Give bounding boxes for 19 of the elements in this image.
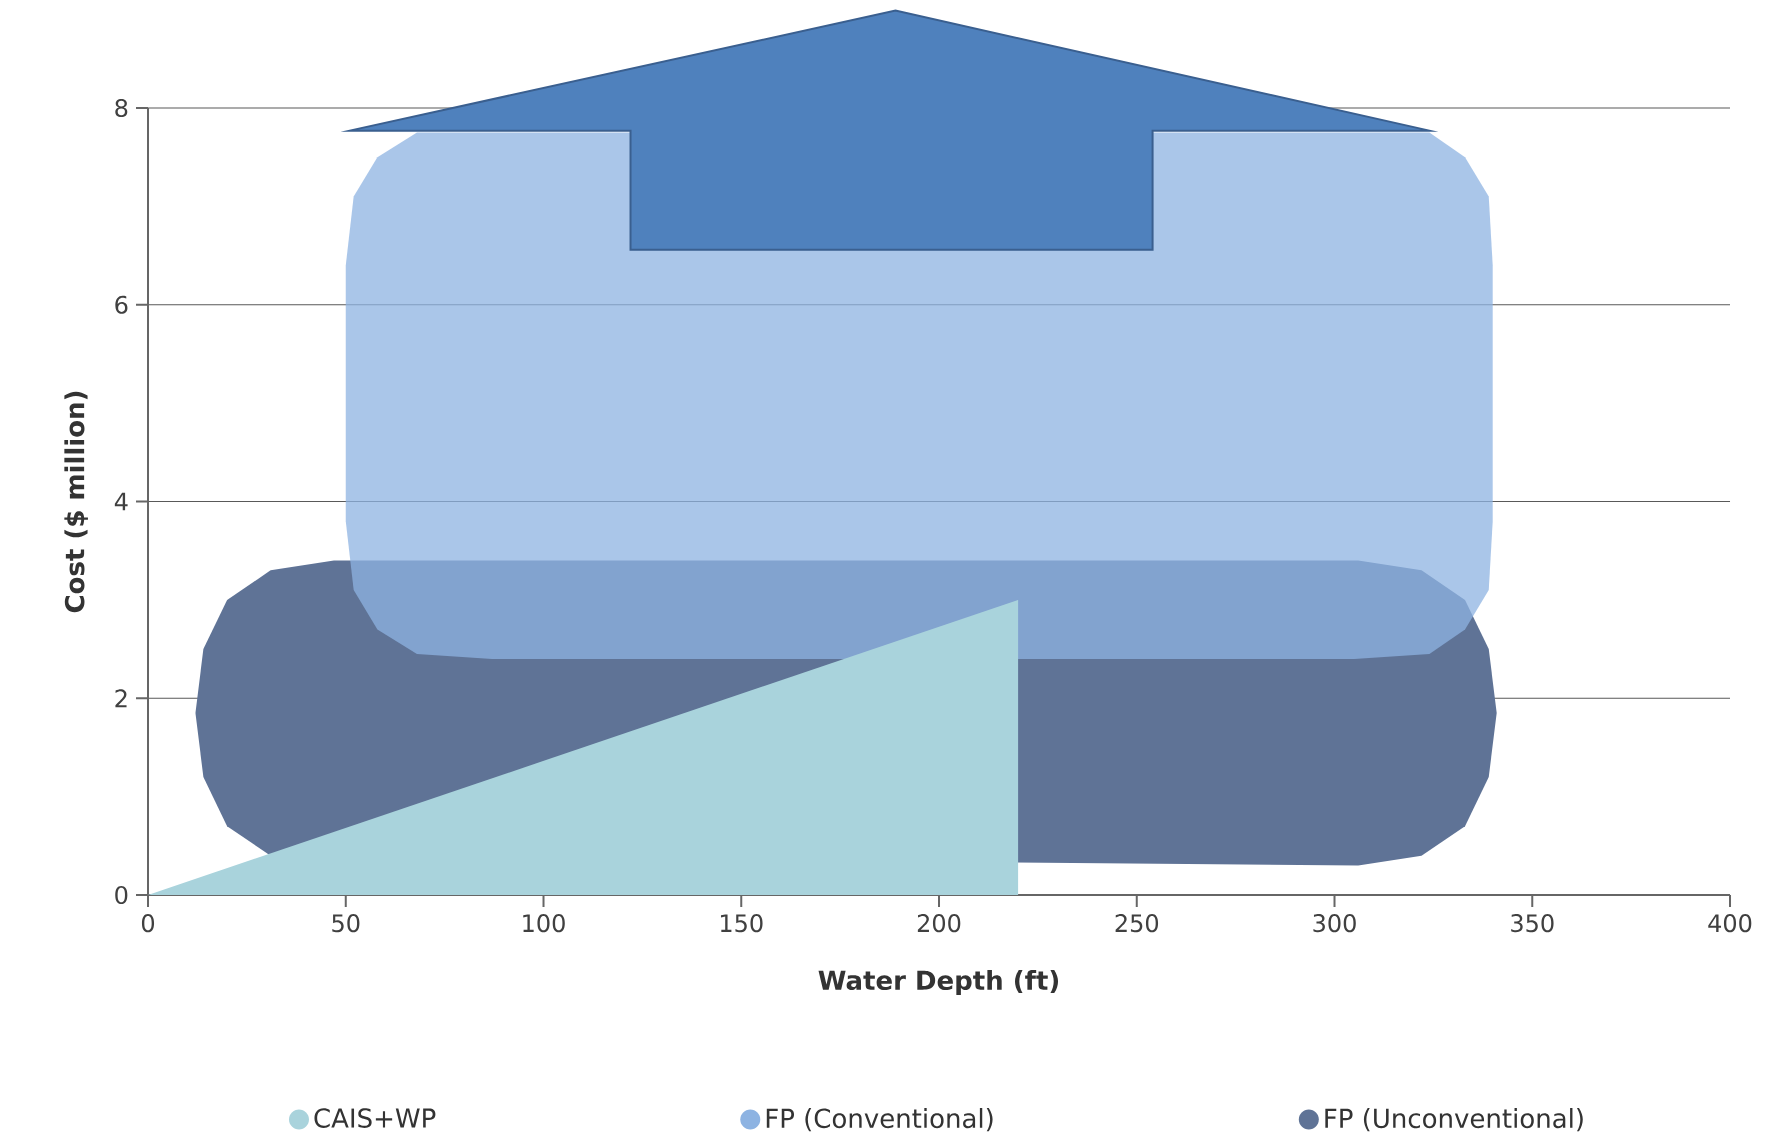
y-tick-label: 8: [115, 98, 128, 118]
y-tick-label: 4: [114, 492, 128, 511]
y-tick-label: 2: [115, 689, 127, 708]
x-tick-label: 150: [720, 914, 763, 933]
x-tick-label: 300: [1313, 914, 1356, 933]
x-tick-label: 0: [141, 914, 155, 933]
x-tick-label: 350: [1511, 914, 1554, 933]
y-tick-label: 6: [115, 295, 128, 314]
legend-label: FP (Unconventional): [1325, 1108, 1583, 1132]
x-tick-label: 50: [332, 914, 360, 933]
y-tick-label: 0: [115, 885, 128, 905]
x-tick-label: 200: [917, 914, 961, 933]
x-tick-label: 400: [1708, 914, 1752, 933]
x-axis-title: Water Depth (ft): [818, 969, 1059, 996]
legend-label: CAIS+WP: [314, 1108, 436, 1128]
x-tick-label: 100: [523, 914, 565, 933]
x-tick-label: 250: [1115, 914, 1159, 933]
y-axis-title: Cost ($ million): [64, 391, 88, 613]
legend-label: FP (Conventional): [766, 1108, 993, 1132]
